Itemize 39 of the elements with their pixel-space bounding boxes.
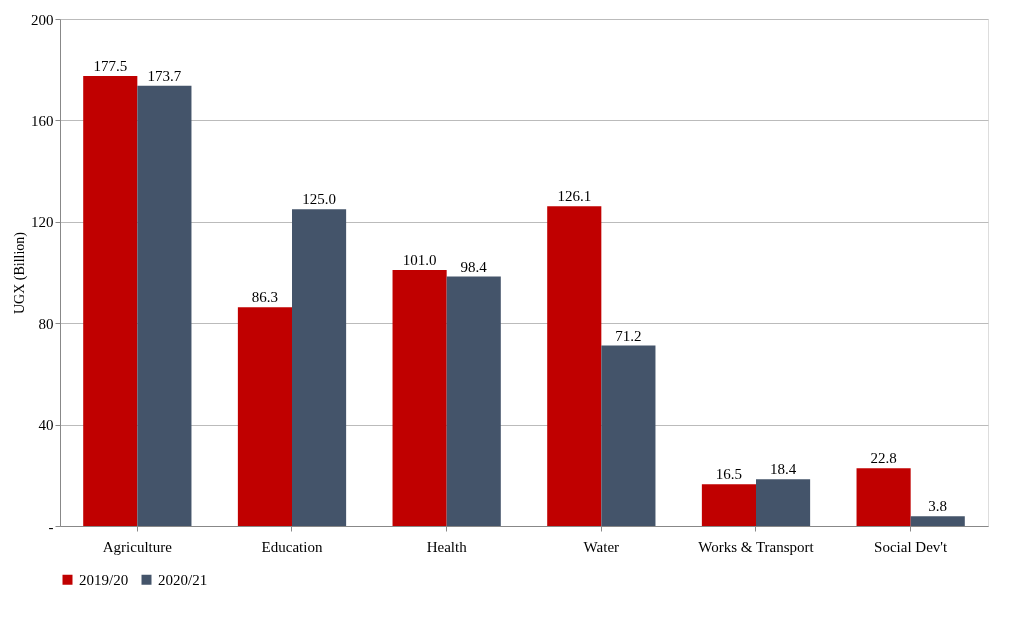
y-tick-label: 80 bbox=[38, 315, 54, 332]
y-tick-label: 160 bbox=[31, 112, 54, 129]
y-tick-label: 200 bbox=[31, 11, 54, 28]
legend-label: 2020/21 bbox=[158, 571, 208, 588]
data-label: 18.4 bbox=[769, 461, 797, 478]
bar bbox=[756, 479, 811, 526]
data-label: 125.0 bbox=[302, 191, 336, 208]
data-label: 86.3 bbox=[251, 289, 279, 306]
data-label: 3.8 bbox=[928, 498, 948, 515]
bar bbox=[292, 209, 347, 526]
data-label: 71.2 bbox=[615, 327, 642, 344]
bar bbox=[392, 269, 447, 526]
x-tick-label: Agriculture bbox=[102, 538, 173, 555]
data-label: 173.7 bbox=[147, 67, 182, 84]
bar bbox=[83, 76, 138, 526]
y-axis-title: UGX (Billion) bbox=[12, 231, 28, 315]
x-tick-label: Health bbox=[426, 538, 468, 555]
y-tick-label: 120 bbox=[31, 214, 54, 231]
bar bbox=[601, 345, 656, 526]
x-tick-label: Water bbox=[583, 538, 620, 555]
bar bbox=[237, 307, 292, 526]
x-tick-label: Works & Transport bbox=[698, 538, 815, 555]
x-tick-label: Education bbox=[261, 538, 323, 555]
data-label: 126.1 bbox=[557, 188, 592, 205]
y-tick-label: - bbox=[48, 518, 54, 535]
data-label: 98.4 bbox=[460, 258, 488, 275]
x-tick-label: Social Dev't bbox=[874, 538, 949, 555]
bar bbox=[856, 468, 911, 526]
data-label: 101.0 bbox=[402, 251, 437, 268]
bar bbox=[446, 276, 501, 526]
bar bbox=[137, 85, 192, 526]
bar bbox=[910, 516, 965, 526]
legend-label: 2019/20 bbox=[79, 571, 129, 588]
y-tick-label: 40 bbox=[38, 417, 54, 434]
data-label: 16.5 bbox=[715, 466, 743, 483]
data-label: 22.8 bbox=[870, 450, 897, 467]
bar bbox=[547, 206, 602, 526]
bar bbox=[701, 484, 756, 526]
data-label: 177.5 bbox=[93, 58, 128, 75]
